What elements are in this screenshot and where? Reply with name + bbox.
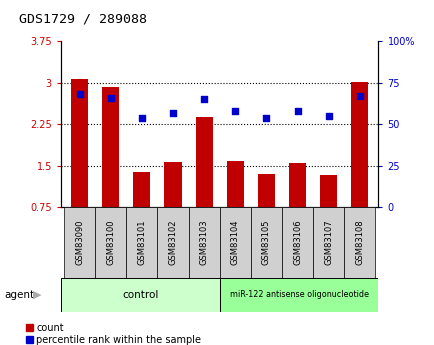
Bar: [350, 82, 368, 248]
Bar: [281, 207, 312, 278]
Point: [355, 93, 362, 99]
Bar: [219, 278, 378, 312]
Point: [76, 92, 83, 97]
Bar: [71, 79, 88, 248]
Text: agent: agent: [4, 290, 34, 300]
Point: [138, 115, 145, 120]
Text: ▶: ▶: [33, 290, 42, 300]
Text: GSM83103: GSM83103: [199, 219, 208, 265]
Bar: [61, 278, 219, 312]
Bar: [126, 207, 157, 278]
Bar: [257, 174, 274, 248]
Text: control: control: [122, 290, 158, 300]
Text: GSM83106: GSM83106: [293, 219, 301, 265]
Bar: [95, 207, 126, 278]
Bar: [188, 207, 219, 278]
Text: GSM83102: GSM83102: [168, 220, 177, 265]
Point: [293, 108, 300, 114]
Text: GSM83090: GSM83090: [75, 220, 84, 265]
Bar: [133, 172, 150, 248]
Bar: [157, 207, 188, 278]
Point: [262, 115, 269, 120]
Bar: [164, 162, 181, 248]
Text: GSM83105: GSM83105: [261, 220, 270, 265]
Bar: [319, 175, 336, 248]
Bar: [226, 161, 243, 248]
Text: miR-122 antisense oligonucleotide: miR-122 antisense oligonucleotide: [229, 290, 368, 299]
Text: GSM83100: GSM83100: [106, 220, 115, 265]
Text: GSM83108: GSM83108: [355, 219, 363, 265]
Bar: [250, 207, 281, 278]
Point: [231, 108, 238, 114]
Point: [200, 97, 207, 102]
Bar: [288, 163, 306, 248]
Text: GDS1729 / 289088: GDS1729 / 289088: [19, 12, 146, 25]
Point: [324, 113, 331, 119]
Point: [107, 95, 114, 100]
Text: GSM83101: GSM83101: [137, 220, 146, 265]
Text: GSM83104: GSM83104: [230, 220, 239, 265]
Text: GSM83107: GSM83107: [323, 219, 332, 265]
Bar: [312, 207, 343, 278]
Legend: count, percentile rank within the sample: count, percentile rank within the sample: [22, 319, 205, 345]
Bar: [219, 207, 250, 278]
Bar: [102, 87, 119, 248]
Bar: [64, 207, 95, 278]
Bar: [195, 117, 212, 248]
Bar: [343, 207, 375, 278]
Point: [169, 110, 176, 115]
